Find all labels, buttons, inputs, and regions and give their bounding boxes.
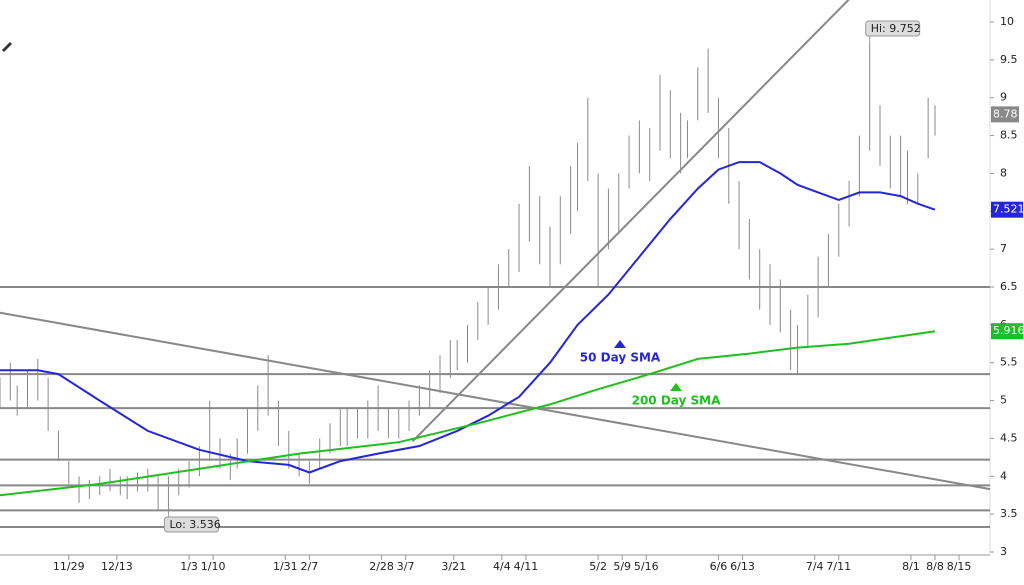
x-tick-label: 7/11: [826, 560, 851, 573]
x-tick-label: 7/4: [806, 560, 824, 573]
sma-line: [0, 330, 936, 497]
y-tick-label: 9: [1000, 91, 1007, 104]
y-tick-label: 4: [1000, 469, 1007, 482]
callout-box: [163, 516, 219, 533]
y-tick-label: 8: [1000, 166, 1007, 179]
y-tick-label: 9.5: [1000, 53, 1018, 66]
x-tick-label: 6/6: [710, 560, 728, 573]
x-tick-label: 1/10: [201, 560, 226, 573]
y-tick-label: 3: [1000, 545, 1007, 558]
last-price-tag: [991, 106, 1019, 123]
x-tick-label: 8/15: [947, 560, 972, 573]
last-price-label: 8.78: [993, 107, 1018, 120]
pencil-icon: [2, 42, 12, 52]
x-tick-label: 2/7: [301, 560, 319, 573]
price-tag-label: 7.521: [993, 203, 1024, 216]
x-tick-label: 5/2: [589, 560, 607, 573]
x-tick-label: 5/9: [613, 560, 631, 573]
price-tag: [991, 323, 1023, 340]
x-tick-label: 1/3: [180, 560, 198, 573]
x-tick-label: 4/11: [514, 560, 539, 573]
price-tag: [991, 201, 1023, 218]
x-tick-label: 5/16: [634, 560, 659, 573]
y-tick-label: 5.5: [1000, 356, 1018, 369]
label-arrow: [670, 383, 682, 391]
x-tick-label: 11/29: [53, 560, 85, 573]
x-tick-label: 8/8: [926, 560, 944, 573]
x-tick-label: 2/28: [369, 560, 394, 573]
low-label: Lo: 3.536: [169, 518, 220, 531]
label-arrow: [614, 340, 626, 348]
x-tick-label: 3/21: [441, 560, 466, 573]
series-label: 50 Day SMA: [580, 351, 661, 365]
y-tick-label: 10: [1000, 15, 1014, 28]
x-tick-label: 4/4: [493, 560, 511, 573]
y-tick-label: 8.5: [1000, 129, 1018, 142]
series-label: 200 Day SMA: [632, 394, 722, 408]
x-tick-label: 8/1: [902, 560, 920, 573]
trend-line: [0, 311, 991, 491]
x-tick-label: 3/7: [397, 560, 415, 573]
callout-box: [865, 20, 921, 37]
y-tick-label: 6.5: [1000, 280, 1018, 293]
sma-line: [0, 161, 936, 474]
y-tick-label: 7: [1000, 242, 1007, 255]
price-tag-label: 5.916: [993, 324, 1024, 337]
trend-line: [411, 0, 850, 443]
y-tick-label: 3.5: [1000, 507, 1018, 520]
x-tick-label: 1/31: [273, 560, 298, 573]
high-label: Hi: 9.752: [871, 22, 921, 35]
x-tick-label: 6/13: [730, 560, 755, 573]
y-tick-label: 5: [1000, 394, 1007, 407]
x-tick-label: 12/13: [101, 560, 133, 573]
y-tick-label: 4.5: [1000, 431, 1018, 444]
